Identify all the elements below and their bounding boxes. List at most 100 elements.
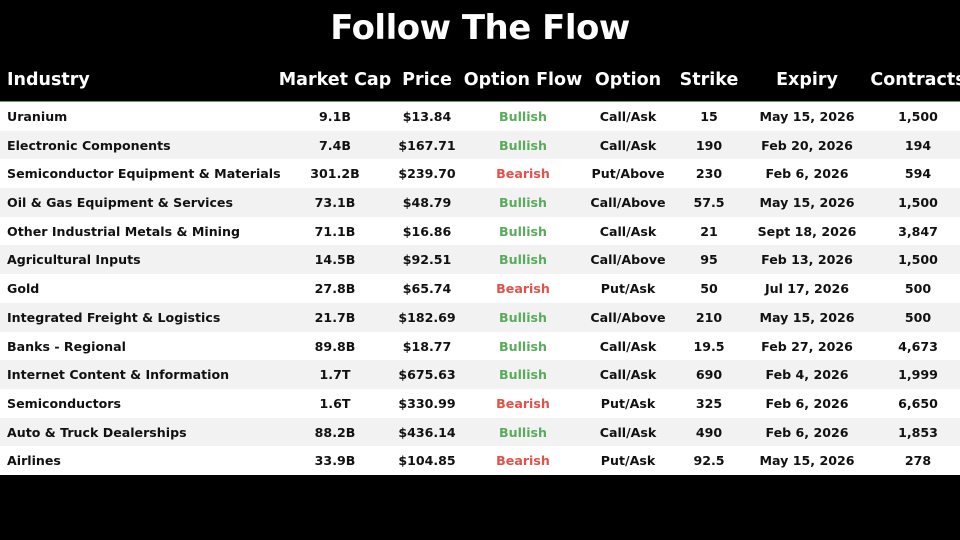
cell-price: $13.84	[402, 109, 452, 124]
cell-option-flow: Bearish	[496, 395, 550, 411]
cell-strike: 490	[695, 424, 723, 440]
cell-strike: 95	[700, 252, 718, 268]
cell-industry: Airlines	[7, 453, 61, 469]
cell-expiry: May 15, 2026	[759, 109, 855, 124]
cell-option-flow: Bearish	[496, 453, 550, 469]
cell-industry: Internet Content & Information	[7, 367, 230, 383]
cell-expiry: Feb 6, 2026	[765, 395, 849, 411]
table-row: Semiconductor Equipment & Materials 301.2…	[0, 159, 960, 189]
table-row: Other Industrial Metals & Mining 71.1B $16…	[0, 216, 960, 246]
cell-contracts: 1,500	[898, 109, 938, 124]
cell-option-flow: Bearish	[496, 166, 550, 182]
cell-option-flow: Bullish	[499, 338, 547, 354]
cell-market-cap: 33.9B	[314, 453, 356, 469]
cell-market-cap: 73.1B	[314, 195, 356, 211]
table-row: Uranium 9.1B $13.84 Bullish Call/Ask 15 May 15…	[0, 102, 960, 131]
column-header-option: Option	[594, 70, 662, 90]
cell-strike: 92.5	[693, 453, 725, 469]
cell-strike: 210	[695, 309, 723, 325]
cell-industry: Banks - Regional	[7, 338, 126, 354]
column-header-market-cap: Market Cap	[278, 70, 392, 90]
cell-market-cap: 21.7B	[314, 309, 356, 325]
cell-price: $239.70	[398, 166, 456, 182]
cell-option: Call/Ask	[599, 338, 657, 354]
cell-industry: Other Industrial Metals & Mining	[7, 223, 240, 239]
cell-option: Call/Ask	[599, 109, 657, 124]
cell-contracts: 1,500	[898, 252, 938, 268]
cell-expiry: Feb 27, 2026	[761, 338, 853, 354]
cell-price: $104.85	[398, 453, 456, 469]
cell-market-cap: 71.1B	[314, 223, 356, 239]
cell-price: $330.99	[398, 395, 456, 411]
cell-option-flow: Bullish	[499, 137, 547, 153]
cell-expiry: May 15, 2026	[759, 195, 855, 211]
cell-strike: 19.5	[693, 338, 725, 354]
cell-industry: Semiconductors	[7, 395, 121, 411]
cell-market-cap: 9.1B	[319, 109, 351, 124]
cell-strike: 15	[700, 109, 718, 124]
flow-table: Uranium 9.1B $13.84 Bullish Call/Ask 15 May 15…	[0, 102, 960, 475]
cell-option: Put/Above	[591, 166, 665, 182]
table-row: Electronic Components 7.4B $167.71 Bullish C…	[0, 130, 960, 160]
cell-industry: Uranium	[7, 109, 68, 124]
table-header: Industry Market Cap Price Option Flow Option…	[0, 60, 960, 102]
cell-option: Put/Ask	[600, 281, 656, 297]
cell-price: $18.77	[402, 338, 452, 354]
table-row: Agricultural Inputs 14.5B $92.51 Bullish Cal…	[0, 245, 960, 275]
table-row: Banks - Regional 89.8B $18.77 Bullish Call/A…	[0, 331, 960, 361]
table-row: Gold 27.8B $65.74 Bearish Put/Ask 50 Jul 17, 2…	[0, 274, 960, 303]
cell-expiry: Jul 17, 2026	[764, 281, 850, 297]
cell-market-cap: 89.8B	[314, 338, 356, 354]
cell-option-flow: Bullish	[499, 309, 547, 325]
column-header-strike: Strike	[679, 70, 739, 90]
cell-contracts: 1,999	[898, 367, 938, 383]
cell-strike: 21	[700, 223, 718, 239]
table-row: Oil & Gas Equipment & Services 73.1B $48.7…	[0, 188, 960, 217]
cell-market-cap: 88.2B	[314, 424, 356, 440]
cell-option: Put/Ask	[600, 395, 656, 411]
cell-option: Call/Ask	[599, 223, 657, 239]
column-header-price: Price	[402, 70, 452, 90]
cell-industry: Integrated Freight & Logistics	[7, 309, 221, 325]
cell-industry: Auto & Truck Dealerships	[7, 424, 187, 440]
cell-strike: 190	[695, 137, 723, 153]
cell-expiry: Feb 20, 2026	[761, 137, 853, 153]
table-row: Semiconductors 1.6T $330.99 Bearish Put/Ask 3…	[0, 388, 960, 418]
cell-price: $65.74	[402, 281, 452, 297]
cell-expiry: Feb 4, 2026	[765, 367, 849, 383]
cell-strike: 325	[695, 395, 723, 411]
cell-option-flow: Bullish	[499, 195, 547, 211]
cell-market-cap: 7.4B	[319, 137, 351, 153]
table-row: Internet Content & Information 1.7T $675.6…	[0, 360, 960, 389]
cell-price: $436.14	[398, 424, 456, 440]
cell-expiry: Feb 6, 2026	[765, 166, 849, 182]
cell-expiry: May 15, 2026	[759, 453, 855, 469]
cell-strike: 57.5	[693, 195, 725, 211]
cell-contracts: 3,847	[898, 223, 938, 239]
cell-price: $167.71	[398, 137, 456, 153]
cell-price: $182.69	[398, 309, 456, 325]
cell-option: Call/Ask	[599, 367, 657, 383]
cell-price: $92.51	[402, 252, 452, 268]
cell-price: $16.86	[402, 223, 452, 239]
cell-contracts: 500	[904, 309, 932, 325]
cell-price: $675.63	[398, 367, 456, 383]
cell-option: Call/Above	[590, 195, 666, 211]
cell-market-cap: 1.6T	[319, 395, 351, 411]
cell-expiry: May 15, 2026	[759, 309, 855, 325]
cell-expiry: Feb 6, 2026	[765, 424, 849, 440]
cell-contracts: 1,500	[898, 195, 938, 211]
cell-contracts: 194	[904, 137, 932, 153]
cell-option: Put/Ask	[600, 453, 656, 469]
cell-contracts: 278	[904, 453, 932, 469]
cell-industry: Semiconductor Equipment & Materials	[7, 166, 281, 182]
table-row: Integrated Freight & Logistics 21.7B $182.…	[0, 302, 960, 332]
table-row: Auto & Truck Dealerships 88.2B $436.14 Bull…	[0, 417, 960, 447]
cell-option: Call/Ask	[599, 424, 657, 440]
cell-contracts: 594	[904, 166, 932, 182]
cell-market-cap: 1.7T	[319, 367, 351, 383]
cell-contracts: 6,650	[898, 395, 938, 411]
cell-market-cap: 27.8B	[314, 281, 356, 297]
cell-option: Call/Above	[590, 309, 666, 325]
cell-market-cap: 14.5B	[314, 252, 356, 268]
